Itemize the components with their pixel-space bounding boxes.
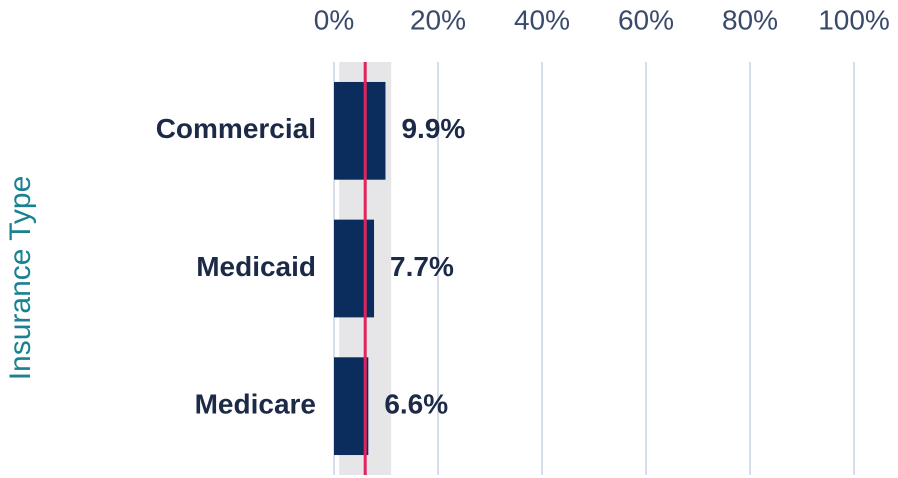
bar bbox=[334, 357, 369, 456]
x-tick-label: 60% bbox=[618, 4, 674, 35]
y-tick-label: Commercial bbox=[156, 113, 316, 144]
value-label: 6.6% bbox=[384, 389, 448, 420]
x-tick-label: 40% bbox=[514, 4, 570, 35]
value-label: 9.9% bbox=[401, 113, 465, 144]
y-tick-label: Medicaid bbox=[196, 251, 316, 282]
y-tick-label: Medicare bbox=[195, 389, 316, 420]
x-tick-label: 20% bbox=[410, 4, 466, 35]
value-label: 7.7% bbox=[390, 251, 454, 282]
bar bbox=[334, 81, 386, 180]
x-tick-label: 80% bbox=[722, 4, 778, 35]
y-axis-label: Insurance Type bbox=[4, 176, 37, 381]
x-tick-label: 100% bbox=[818, 4, 890, 35]
x-tick-label: 0% bbox=[314, 4, 354, 35]
bar bbox=[334, 219, 375, 318]
